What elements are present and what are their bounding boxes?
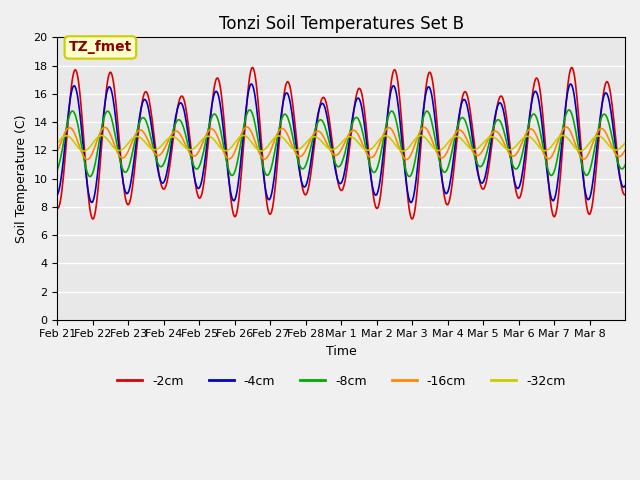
-2cm xyxy=(275,146,282,152)
-32cm xyxy=(399,148,407,154)
-2cm xyxy=(568,65,575,71)
-2cm xyxy=(54,205,61,211)
-4cm xyxy=(401,164,408,170)
-8cm xyxy=(225,168,233,174)
-16cm xyxy=(120,155,128,160)
-8cm xyxy=(86,174,94,180)
-2cm xyxy=(225,179,233,184)
-32cm xyxy=(253,145,260,151)
Line: -2cm: -2cm xyxy=(58,68,625,219)
-32cm xyxy=(120,145,128,151)
-2cm xyxy=(401,156,408,162)
Y-axis label: Soil Temperature (C): Soil Temperature (C) xyxy=(15,114,28,243)
-4cm xyxy=(248,81,255,87)
-8cm xyxy=(254,137,262,143)
-16cm xyxy=(403,156,410,162)
-4cm xyxy=(621,183,629,189)
Legend: -2cm, -4cm, -8cm, -16cm, -32cm: -2cm, -4cm, -8cm, -16cm, -32cm xyxy=(112,370,570,393)
-4cm xyxy=(253,110,261,116)
-16cm xyxy=(621,147,629,153)
Text: TZ_fmet: TZ_fmet xyxy=(68,40,132,54)
Line: -16cm: -16cm xyxy=(58,127,625,159)
-8cm xyxy=(121,169,129,175)
-8cm xyxy=(433,146,441,152)
-4cm xyxy=(407,200,415,205)
-8cm xyxy=(276,125,284,131)
-2cm xyxy=(89,216,97,222)
-16cm xyxy=(401,156,408,161)
-2cm xyxy=(621,192,629,198)
-2cm xyxy=(253,90,261,96)
-4cm xyxy=(275,134,282,140)
-16cm xyxy=(54,148,61,154)
-4cm xyxy=(225,174,232,180)
Line: -4cm: -4cm xyxy=(58,84,625,203)
-32cm xyxy=(54,140,61,146)
-16cm xyxy=(243,124,251,130)
-32cm xyxy=(559,132,566,138)
Line: -8cm: -8cm xyxy=(58,110,625,177)
-32cm xyxy=(274,133,282,139)
-4cm xyxy=(433,135,441,141)
-8cm xyxy=(246,107,253,113)
-4cm xyxy=(120,184,128,190)
-16cm xyxy=(225,156,232,162)
-2cm xyxy=(433,112,440,118)
X-axis label: Time: Time xyxy=(326,345,356,358)
-32cm xyxy=(621,140,629,146)
-32cm xyxy=(433,147,440,153)
Title: Tonzi Soil Temperatures Set B: Tonzi Soil Temperatures Set B xyxy=(219,15,464,33)
-2cm xyxy=(121,192,129,197)
-32cm xyxy=(401,148,408,154)
-4cm xyxy=(54,192,61,197)
-16cm xyxy=(253,144,261,150)
-32cm xyxy=(225,147,232,153)
-8cm xyxy=(54,167,61,172)
-8cm xyxy=(401,165,409,171)
-16cm xyxy=(275,129,282,134)
-8cm xyxy=(621,162,629,168)
-16cm xyxy=(433,150,441,156)
Line: -32cm: -32cm xyxy=(58,135,625,151)
